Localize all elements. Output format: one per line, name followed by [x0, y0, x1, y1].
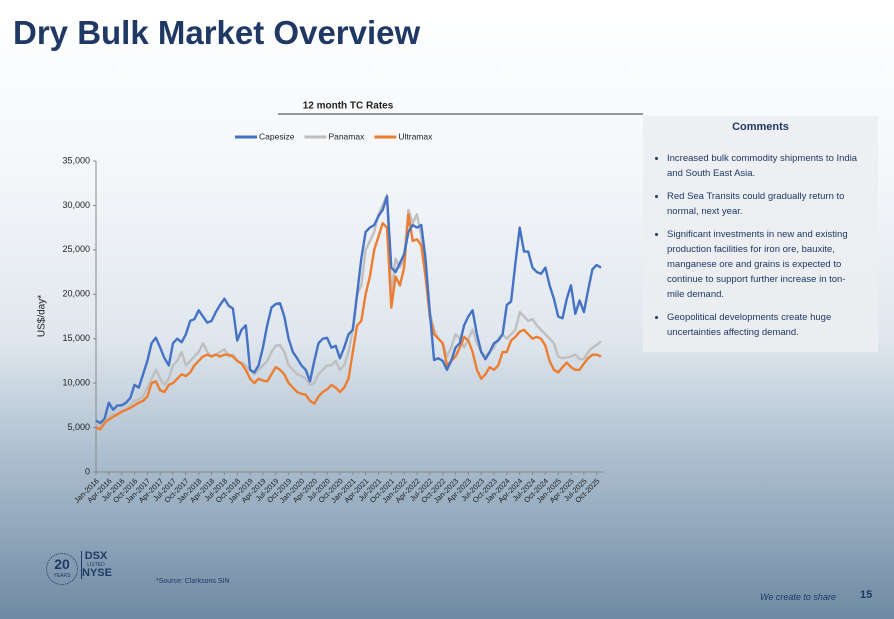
legend-label: Capesize: [259, 131, 295, 141]
y-tick-label: 30,000: [62, 200, 90, 210]
series-line: [95, 195, 602, 425]
comment-item: Increased bulk commodity shipments to In…: [667, 151, 862, 181]
slide-title: Dry Bulk Market Overview: [13, 14, 421, 51]
comment-item: Red Sea Transits could gradually return …: [667, 189, 862, 219]
source-note: *Source: Clarksons SIN: [156, 578, 230, 585]
logo-listed: LISTED: [87, 562, 105, 568]
y-tick-label: 0: [85, 466, 90, 476]
comment-item: Geopolitical developments create huge un…: [667, 310, 862, 340]
comments-title: Comments: [732, 121, 789, 133]
logo-years-label: YEARS: [53, 573, 71, 579]
series-line: [95, 193, 602, 427]
comments-list: Increased bulk commodity shipments to In…: [643, 151, 878, 340]
logo-name: DSX: [84, 550, 108, 562]
comment-item: Significant investments in new and exist…: [667, 227, 862, 302]
tagline: We create to share: [760, 592, 836, 602]
logo-box: DSX LISTED NYSE: [81, 550, 112, 579]
comments-box: Comments Increased bulk commodity shipme…: [643, 116, 878, 352]
logo-circle: 20 YEARS: [46, 553, 78, 585]
legend-label: Panamax: [328, 131, 365, 141]
y-axis-label: US$/day*: [37, 295, 48, 337]
y-tick-label: 25,000: [62, 244, 90, 254]
logo-years: 20: [54, 556, 70, 572]
y-tick-label: 10,000: [62, 378, 90, 388]
series-line: [95, 213, 602, 431]
y-tick-label: 5,000: [67, 422, 90, 432]
y-tick-label: 15,000: [62, 333, 90, 343]
y-tick-label: 20,000: [62, 289, 90, 299]
logo-exchange: NYSE: [82, 567, 112, 579]
y-tick-label: 35,000: [62, 155, 90, 165]
logo: 20 YEARS DSX LISTED NYSE: [46, 550, 112, 589]
page-number: 15: [860, 589, 873, 601]
legend-label: Ultramax: [398, 131, 433, 141]
chart-title: 12 month TC Rates: [303, 101, 394, 112]
